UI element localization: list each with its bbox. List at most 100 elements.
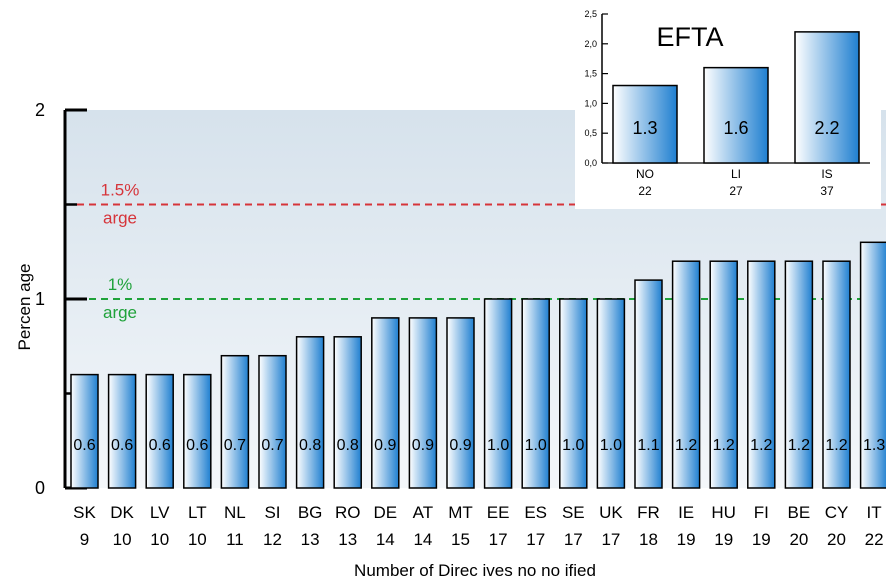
x-tick-count-FI: 19 [752,530,771,549]
bar-NL [220,354,250,489]
x-tick-count-EE: 17 [489,530,508,549]
bar-value-label-AT: 0.9 [412,437,434,454]
x-tick-count-BE: 20 [789,530,808,549]
bar-value-label-CY: 1.2 [825,437,847,454]
x-tick-count-DE: 14 [376,530,395,549]
bar-value-label-UK: 1.0 [600,437,622,454]
inset-bar-value-label-LI: 1.6 [723,118,748,138]
bar-value-label-IT: 1.3 [863,437,885,454]
x-tick-count-ES: 17 [526,530,545,549]
x-tick-count-LT: 10 [188,530,207,549]
inset-y-tick-label-0: 0,0 [584,158,597,168]
bar-AT [408,317,438,489]
inset-bar-LI [703,66,769,164]
x-tick-count-SI: 12 [263,530,282,549]
inset-x-tick-label-NO: NO [636,167,654,181]
bar-value-label-EE: 1.0 [487,437,509,454]
inset-bar-NO [612,84,678,164]
bar-value-label-MT: 0.9 [449,437,471,454]
target-label-0: 1.5% [101,181,140,200]
inset-x-tick-count-LI: 27 [729,184,743,198]
inset-x-tick-count-IS: 37 [820,184,834,198]
target-label-1: 1% [108,275,133,294]
bar-DK [107,373,137,489]
bar-SK [70,373,99,489]
bar-BG [295,336,325,489]
x-tick-count-SE: 17 [564,530,583,549]
x-axis-title: Number of Direc ives no no ified [354,561,596,580]
bar-MT [446,317,475,489]
bar-value-label-LT: 0.6 [186,437,208,454]
bar-value-label-LV: 0.6 [149,437,171,454]
x-tick-count-IT: 22 [865,530,884,549]
x-tick-count-NL: 11 [226,530,244,549]
bar-IE [671,260,701,489]
inset-bar-value-label-NO: 1.3 [632,118,657,138]
x-tick-count-RO: 13 [338,530,357,549]
x-tick-count-CY: 20 [827,530,846,549]
x-tick-label-DE: DE [373,503,397,522]
bar-value-label-SI: 0.7 [261,437,283,454]
x-tick-label-IE: IE [678,503,694,522]
x-tick-label-IT: IT [867,503,882,522]
x-tick-label-SK: SK [73,503,96,522]
inset-x-tick-label-LI: LI [731,167,741,181]
inset-x-tick-label-IS: IS [821,167,832,181]
x-tick-label-MT: MT [448,503,473,522]
bar-CY [822,260,851,489]
bar-LT [183,373,212,489]
x-tick-label-NL: NL [224,503,246,522]
target-sublabel-0: arge [103,209,137,228]
y-axis-title: Percen age [15,264,34,351]
inset-bar-value-label-IS: 2.2 [814,118,839,138]
bar-IT [859,241,886,489]
x-tick-label-BG: BG [298,503,323,522]
x-tick-label-EE: EE [487,503,510,522]
bar-SI [258,354,287,489]
bar-value-label-RO: 0.8 [337,437,359,454]
x-tick-label-HU: HU [711,503,736,522]
bar-RO [333,336,362,489]
bar-FR [634,279,663,489]
bar-value-label-DE: 0.9 [374,437,396,454]
x-tick-label-AT: AT [413,503,433,522]
target-sublabel-1: arge [103,303,137,322]
bar-value-label-IE: 1.2 [675,437,697,454]
y-tick-label-0: 0 [35,478,45,498]
x-tick-label-FR: FR [637,503,660,522]
x-tick-count-DK: 10 [113,530,132,549]
bar-value-label-BE: 1.2 [788,437,810,454]
inset-bar-IS [794,31,860,164]
y-tick-label-1: 1 [35,289,45,309]
inset-y-tick-label-2: 1,0 [584,98,597,108]
bar-ES [521,298,550,489]
x-tick-label-SE: SE [562,503,585,522]
x-tick-count-UK: 17 [601,530,620,549]
bar-value-label-SE: 1.0 [562,437,584,454]
bar-value-label-ES: 1.0 [525,437,547,454]
bar-EE [483,298,513,489]
bar-value-label-DK: 0.6 [111,437,133,454]
x-tick-count-IE: 19 [677,530,696,549]
bar-value-label-BG: 0.8 [299,437,321,454]
x-tick-label-UK: UK [599,503,623,522]
x-tick-count-SK: 9 [80,530,89,549]
efta-inset-chart: 0,0 0,5 1,0 1,5 2,0 2,5 EFTA 1.3 NO 22 1.6 LI 27 2.2 I… [575,4,881,209]
x-tick-label-SI: SI [264,503,280,522]
bar-value-label-FI: 1.2 [750,437,772,454]
x-tick-count-MT: 15 [451,530,470,549]
x-tick-label-LT: LT [188,503,207,522]
x-tick-count-HU: 19 [714,530,733,549]
inset-title: EFTA [657,22,724,52]
inset-y-tick-label-3: 1,5 [584,69,597,79]
bar-LV [145,373,174,489]
inset-y-tick-label-1: 0,5 [584,128,597,138]
bar-DE [371,317,400,489]
bar-FI [747,260,776,489]
bar-SE [559,298,588,489]
x-tick-label-ES: ES [524,503,547,522]
y-tick-label-2: 2 [35,100,45,120]
